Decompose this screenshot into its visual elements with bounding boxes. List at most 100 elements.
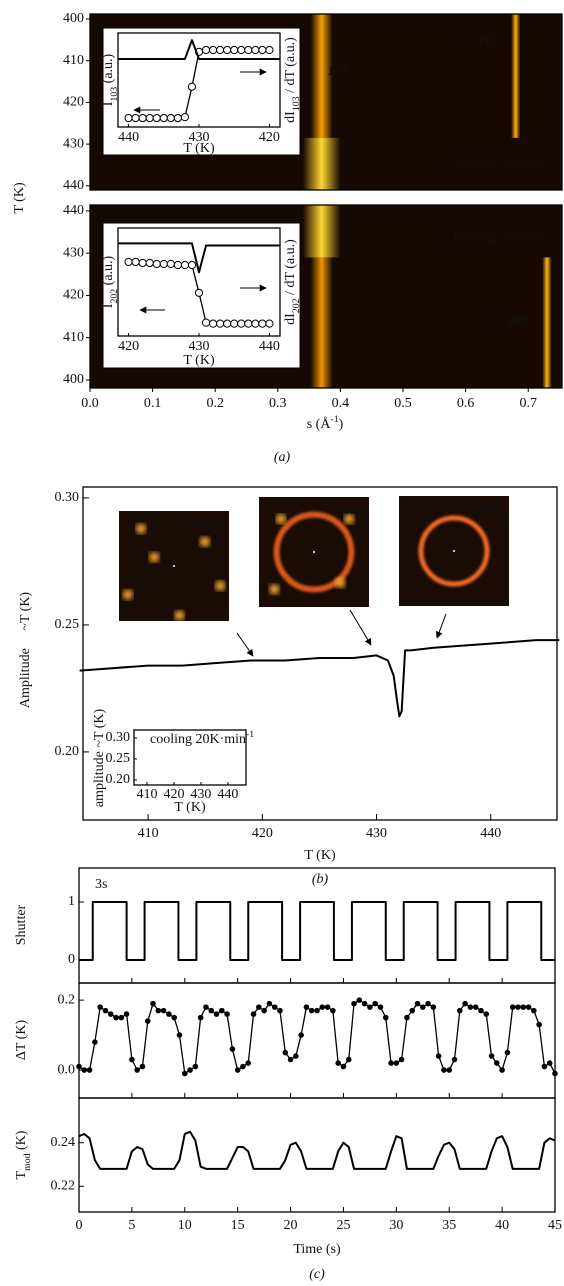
data-point [494,1060,500,1066]
peak-label: 202 [507,314,529,329]
intensity-band [542,257,552,388]
data-point [223,45,232,55]
data-point [515,1004,521,1010]
x-tick-label: 0.5 [394,396,412,411]
data-line [78,1130,556,1170]
y-axis-label: Shutter [14,904,29,945]
data-point [176,1032,183,1038]
data-point [345,1056,352,1063]
intensity-band [302,205,341,258]
intensity-band [510,14,521,138]
data-point [201,318,211,327]
y-tick-label: 400 [63,11,84,26]
data-point [356,997,363,1003]
data-point [124,113,133,123]
annotation-part: -1 [246,729,254,740]
plot-frame [82,486,558,821]
y2-axis-label-part: / dT (a.u.) [283,239,298,299]
caption: (a) [274,450,291,465]
caption: (b) [312,872,329,887]
image-label: 435K [469,502,501,517]
x-tick-label: 10 [178,1218,192,1233]
data-line [79,639,560,718]
x-axis-label: T (K) [183,353,215,368]
x-tick-label: 430 [189,339,210,354]
data-point [330,1007,336,1014]
y-tick-label: 0.0 [58,1062,76,1077]
data-point [240,1063,246,1070]
ring [273,511,355,593]
spot [215,580,226,591]
data-point [145,258,154,268]
y-tick-label: 420 [63,288,84,303]
y-tick-label: 0.20 [55,744,80,759]
annotation-part: -1 [548,153,556,164]
data-point [265,45,274,55]
data-point [340,1063,347,1070]
data-point [382,1014,389,1021]
data-point [219,1007,225,1014]
data-point [208,45,218,55]
data-point [430,1004,437,1010]
data-point [234,1067,241,1073]
x-tick-label: 420 [163,787,184,802]
data-point [451,1056,458,1063]
y2-axis-label-part: dI [283,313,298,325]
data-point [123,1011,130,1017]
data-point [192,1063,199,1070]
y-tick-label: 440 [63,178,84,193]
data-point [107,1011,114,1017]
center-dot [173,565,175,567]
data-point [441,1067,447,1073]
ring [418,515,490,587]
x-tick-label: 0.4 [332,396,350,411]
intensity-band [310,257,333,388]
x-tick-label: 410 [136,787,157,802]
data-point [303,1004,310,1010]
annotation: heating, 20Kmin-1 [454,227,556,245]
data-point [462,1000,468,1007]
spot [122,589,133,600]
y2-axis-label-part: 103 [291,96,302,111]
data-point [187,1067,193,1073]
panel: 0 1 Shutter 3s [14,867,556,984]
data-line [79,900,555,961]
data-point [230,319,239,328]
x-axis-label-part: ) [339,417,344,432]
center-dot [313,551,315,553]
data-point [102,1007,109,1014]
y-axis-label-part: I [101,303,116,308]
spot [269,584,280,595]
x-axis-label: s (Å-1) [307,414,344,432]
spot [276,514,286,524]
data-point [256,1004,262,1010]
y-axis-label-part: 103 [109,87,120,102]
spot [174,610,185,621]
data-point [266,1000,273,1007]
data-point [298,1032,304,1038]
x-tick-label: 430 [366,826,387,841]
annotation-part: -1 [548,227,556,238]
data-point [393,1060,400,1066]
plot-frame [117,227,281,337]
data-point [237,319,246,328]
panel: 400 410 420 430 440 0.0 0.1 0.2 0.3 0.4 0.5 0.6 0.7 2… [63,203,563,465]
data-point [230,45,239,55]
data-point [520,1004,527,1010]
intensity-band [302,137,341,190]
data-point [134,1067,140,1073]
data-point [361,1000,368,1007]
data-point [145,113,154,123]
x-tick-label: 40 [495,1218,509,1233]
y-axis-label-part: T [14,1170,29,1179]
y2-axis-label: dI103 / dT (a.u.) [283,37,302,123]
data-point [139,1063,146,1070]
y-tick-label: 400 [63,372,84,387]
data-point [113,1014,119,1021]
spot [149,552,160,563]
y2-axis-label-part: dI [283,111,298,123]
data-point [245,1060,252,1066]
center-dot [453,550,455,552]
data-point [131,113,140,123]
panel: 0 5 10 15 20 25 30 35 40 45 0.22 0.24 Time (s) Tmod (… [14,1097,562,1282]
